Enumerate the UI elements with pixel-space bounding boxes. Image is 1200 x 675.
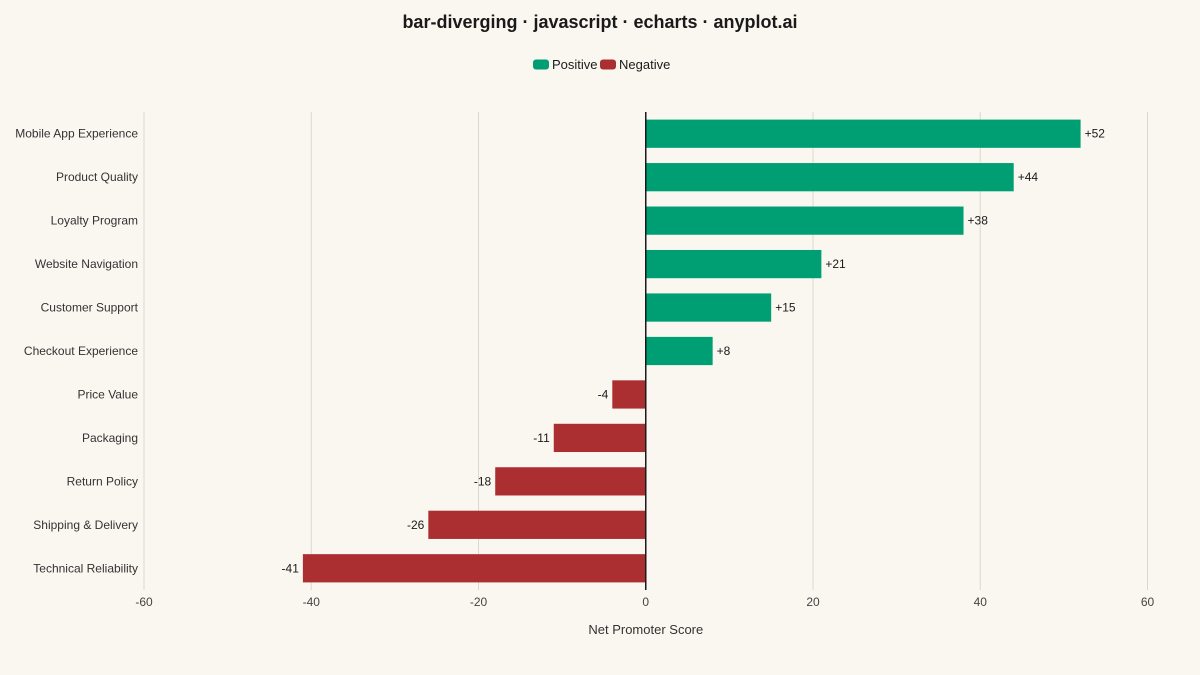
legend-label-positive: Positive — [552, 57, 598, 72]
legend-swatch-negative — [600, 59, 616, 70]
bar-positive[interactable] — [645, 336, 713, 366]
category-label: Shipping & Delivery — [33, 518, 138, 532]
x-axis-title: Net Promoter Score — [588, 622, 703, 637]
value-label: +15 — [775, 301, 796, 315]
x-tick-label: 20 — [806, 595, 820, 609]
category-label: Website Navigation — [35, 257, 138, 271]
bars — [302, 119, 1081, 583]
chart-title: bar-diverging · javascript · echarts · a… — [402, 12, 797, 32]
bar-negative[interactable] — [495, 467, 646, 496]
category-label: Packaging — [82, 431, 138, 445]
x-tick-label: -60 — [135, 595, 153, 609]
value-label: +44 — [1018, 170, 1039, 184]
category-label: Mobile App Experience — [15, 127, 138, 141]
legend[interactable]: Positive Negative — [533, 57, 670, 72]
bar-negative[interactable] — [302, 554, 646, 583]
x-tick-label: 60 — [1141, 595, 1155, 609]
value-label: -11 — [533, 431, 550, 445]
category-label: Return Policy — [67, 474, 138, 488]
value-label: +21 — [825, 257, 846, 271]
bar-positive[interactable] — [645, 249, 822, 279]
legend-swatch-positive — [533, 59, 549, 70]
x-tick-label: 40 — [974, 595, 988, 609]
category-label: Loyalty Program — [51, 214, 138, 228]
legend-label-negative: Negative — [619, 57, 670, 72]
category-label: Technical Reliability — [33, 561, 138, 575]
bar-positive[interactable] — [645, 293, 772, 322]
value-label: -26 — [407, 518, 425, 532]
value-label: -18 — [474, 474, 492, 488]
value-label: -4 — [598, 387, 609, 401]
category-labels: Mobile App Experience Product Quality Loya… — [15, 127, 138, 576]
bar-negative[interactable] — [612, 380, 646, 409]
category-label: Customer Support — [41, 301, 139, 315]
value-label: +38 — [968, 214, 989, 228]
legend-item-negative[interactable]: Negative — [600, 57, 670, 72]
category-label: Product Quality — [56, 170, 138, 184]
bar-negative[interactable] — [428, 510, 646, 539]
value-label: +52 — [1085, 127, 1106, 141]
category-label: Price Value — [78, 387, 139, 401]
value-label: +8 — [717, 344, 731, 358]
legend-item-positive[interactable]: Positive — [533, 57, 598, 72]
x-tick-label: -20 — [470, 595, 488, 609]
grid-lines — [143, 112, 1148, 590]
value-label: -41 — [282, 561, 300, 575]
x-tick-labels: -60 -40 -20 0 20 40 60 — [135, 595, 1154, 609]
bar-positive[interactable] — [645, 119, 1081, 148]
x-tick-label: 0 — [642, 595, 649, 609]
x-tick-label: -40 — [303, 595, 321, 609]
bar-negative[interactable] — [553, 423, 646, 453]
bar-positive[interactable] — [645, 206, 964, 235]
bar-positive[interactable] — [645, 163, 1014, 192]
category-label: Checkout Experience — [24, 344, 138, 358]
value-labels: +52 +44 +38 +21 +15 +8 -4 -11 -18 -26 -41 — [282, 127, 1106, 576]
